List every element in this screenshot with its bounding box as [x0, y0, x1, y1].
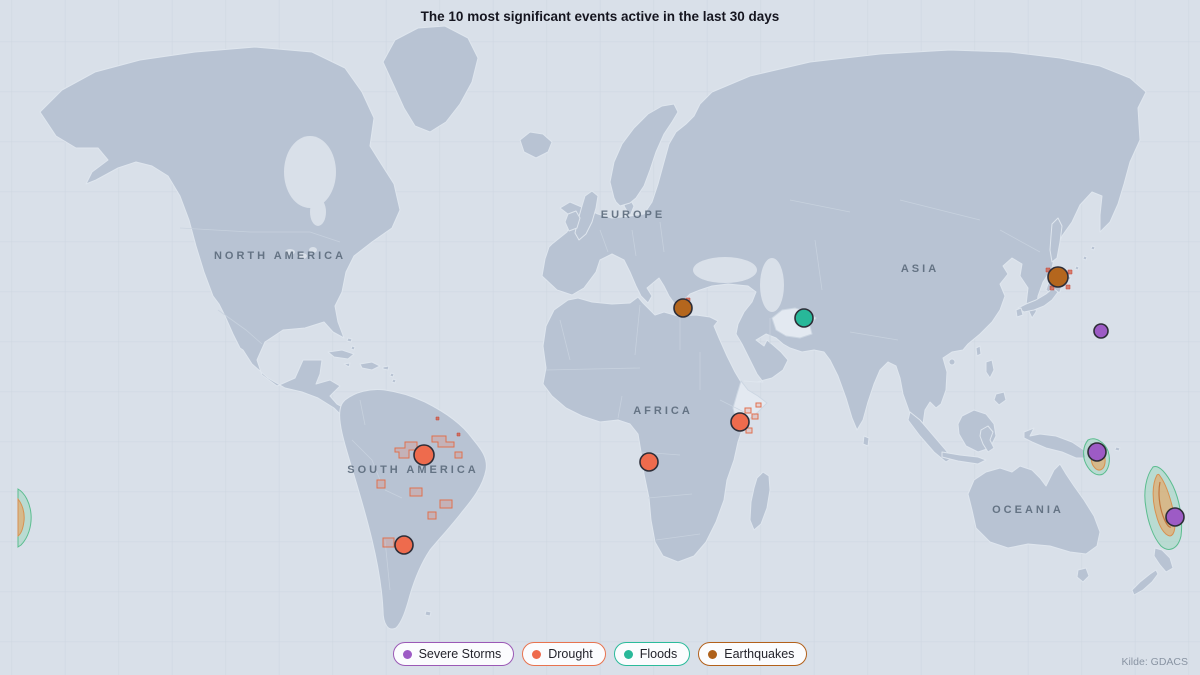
hazard-area-drought-area: [755, 402, 762, 408]
event-marker-drought[interactable]: [730, 412, 750, 432]
hazard-area-drought-area: [376, 479, 386, 489]
continent-label-oceania: OCEANIA: [992, 504, 1064, 516]
event-marker-earthquake[interactable]: [673, 298, 693, 318]
event-marker-drought[interactable]: [639, 452, 659, 472]
island-sulawesi: [979, 425, 995, 453]
attribution-source: Kilde: GDACS: [1121, 656, 1188, 668]
earthquakes-dot-icon: [708, 649, 718, 659]
hazard-area-drought-area: [751, 413, 759, 420]
event-marker-earthquake[interactable]: [1047, 266, 1069, 288]
event-marker-drought[interactable]: [394, 535, 414, 555]
continent-label-africa: AFRICA: [633, 405, 693, 417]
landmass-africa: [542, 296, 768, 563]
hazard-area-drought-area: [454, 451, 463, 459]
hazard-areas: [17, 267, 1183, 550]
landmass-south-america: [339, 389, 487, 630]
hazard-area-drought-area: [394, 441, 418, 459]
island-hispaniola: [359, 361, 381, 371]
island-great-britain: [574, 190, 599, 241]
island-kurils: [1066, 245, 1096, 281]
legend-item-severe-storms[interactable]: Severe Storms: [392, 642, 515, 666]
hazard-area-storm-cone-inner: [17, 497, 25, 537]
event-marker-severe-storm[interactable]: [1093, 323, 1109, 339]
hazard-area-drought-area: [409, 487, 423, 497]
legend-label: Earthquakes: [724, 647, 795, 661]
event-marker-severe-storm[interactable]: [1165, 507, 1185, 527]
island-jamaica: [343, 362, 351, 368]
island-madagascar: [749, 471, 771, 531]
island-cuba: [327, 349, 355, 360]
hazard-area-quake-area: [435, 416, 440, 421]
island-puerto-rico: [382, 365, 390, 371]
island-falklands: [424, 610, 432, 617]
landmass-australia: [967, 463, 1101, 555]
island-sri-lanka: [862, 435, 870, 447]
island-tasmania: [1076, 567, 1090, 583]
hazard-area-quake-area: [1065, 284, 1071, 290]
hazard-area-drought-area: [439, 499, 453, 509]
legend: Severe Storms Drought Floods Earthquakes: [0, 642, 1200, 666]
caspian-sea: [760, 258, 784, 312]
event-markers: [394, 266, 1185, 555]
island-honshu: [1017, 287, 1059, 313]
great-lake: [285, 249, 295, 255]
continent-labels: NORTH AMERICA EUROPE ASIA AFRICA SOUTH AMERI…: [214, 209, 1064, 516]
legend-label: Floods: [639, 647, 678, 661]
hudson-bay: [284, 136, 336, 208]
hazard-area-drought-area: [427, 511, 437, 520]
island-nz-south: [1131, 569, 1159, 596]
hazard-area-drought-area: [382, 537, 395, 548]
island-sakhalin: [1049, 217, 1063, 263]
island-hainan: [948, 358, 956, 366]
landmass-scandinavia: [609, 103, 679, 207]
island-kyushu: [1015, 307, 1024, 318]
event-marker-flood[interactable]: [794, 308, 814, 328]
page-title: The 10 most significant events active in…: [420, 9, 780, 24]
black-sea: [693, 257, 757, 283]
event-marker-drought[interactable]: [413, 444, 435, 466]
legend-item-earthquakes[interactable]: Earthquakes: [698, 642, 808, 666]
drought-dot-icon: [532, 649, 542, 659]
hazard-area-quake-area: [456, 432, 461, 437]
island-luzon: [985, 359, 995, 379]
landmass-eurasia: [541, 49, 1147, 433]
island-new-guinea: [1023, 427, 1087, 459]
island-mindanao: [993, 391, 1007, 406]
great-lake: [297, 253, 307, 259]
continent-label-south-america: SOUTH AMERICA: [347, 464, 478, 476]
legend-label: Drought: [548, 647, 593, 661]
severe-storms-dot-icon: [402, 649, 412, 659]
great-lake: [309, 247, 317, 253]
island-ireland: [564, 210, 581, 232]
legend-item-floods[interactable]: Floods: [613, 642, 691, 666]
landmass-greenland: [382, 25, 479, 133]
legend-item-drought[interactable]: Drought: [522, 642, 606, 666]
continent-label-north-america: NORTH AMERICA: [214, 250, 346, 262]
hazard-area-drought-area: [744, 407, 752, 414]
continent-label-europe: EUROPE: [601, 209, 665, 221]
island-nz-north: [1153, 547, 1174, 573]
island-java: [941, 451, 987, 465]
floods-dot-icon: [623, 649, 633, 659]
continent-label-asia: ASIA: [901, 263, 939, 275]
island-antilles: [389, 372, 397, 384]
island-sumatra: [907, 411, 953, 463]
country-borders: [179, 199, 1041, 591]
island-taiwan: [975, 345, 982, 357]
hazard-area-drought-area: [745, 427, 753, 434]
island-bahamas: [346, 337, 356, 351]
legend-label: Severe Storms: [418, 647, 502, 661]
hazard-area-storm-track: [1158, 481, 1172, 528]
hazard-area-drought-area: [431, 435, 455, 448]
james-bay: [310, 198, 326, 226]
landmass-iceland: [519, 131, 553, 159]
event-marker-severe-storm[interactable]: [1087, 442, 1107, 462]
hazard-area-quake-area: [1067, 269, 1073, 275]
